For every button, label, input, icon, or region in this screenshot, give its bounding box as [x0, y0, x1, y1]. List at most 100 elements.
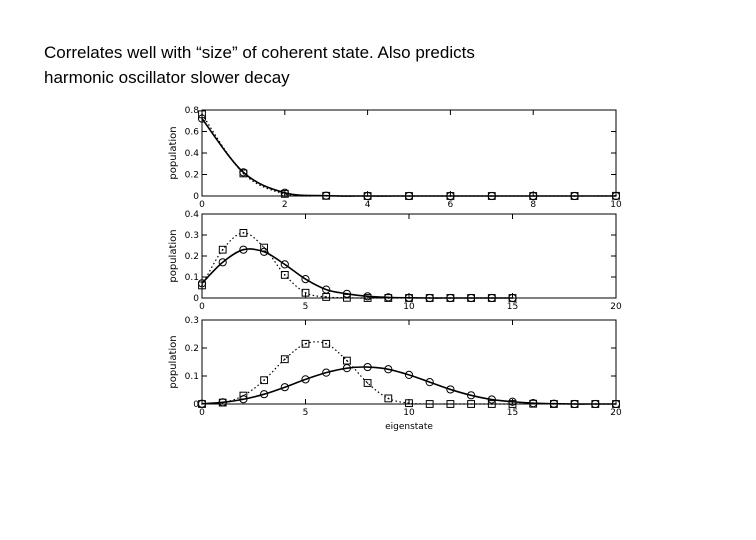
- y-tick-label: 0.4: [185, 210, 200, 220]
- data-point-square: [508, 294, 517, 302]
- data-point-square-dot: [449, 195, 452, 197]
- data-point-square-dot: [615, 194, 617, 197]
- data-point-square: [529, 192, 538, 200]
- data-point-square-dot: [428, 297, 431, 299]
- data-point-square-dot: [491, 403, 493, 405]
- y-tick-label: 0: [193, 400, 199, 410]
- data-point-square: [425, 400, 434, 408]
- data-point-circle: [467, 391, 476, 400]
- y-tick-label: 0.4: [185, 149, 200, 159]
- data-point-circle: [322, 368, 331, 377]
- x-tick-label: 8: [530, 200, 536, 210]
- plot-frame: [201, 109, 617, 197]
- y-tick-label: 0.1: [185, 372, 199, 382]
- data-point-square: [239, 169, 248, 178]
- data-point-square-dot: [346, 359, 348, 362]
- data-point-square-dot: [242, 172, 245, 175]
- series-solid-line: [201, 366, 616, 405]
- x-tick-label: 10: [610, 200, 622, 210]
- y-axis-label: population: [168, 335, 179, 388]
- x-tick-label: 10: [403, 302, 415, 312]
- data-point-square: [280, 355, 289, 364]
- data-point-square-dot: [532, 402, 534, 405]
- data-point-square-dot: [304, 291, 307, 294]
- x-tick-label: 5: [303, 302, 309, 312]
- data-point-square: [198, 400, 206, 408]
- data-point-square: [570, 192, 579, 200]
- data-point-square: [343, 356, 351, 365]
- data-point-square-dot: [491, 297, 493, 299]
- data-point-square-dot: [201, 284, 203, 287]
- series-dotted-line: [201, 113, 617, 197]
- y-tick-label: 0: [193, 294, 199, 304]
- y-tick-label: 0.3: [185, 231, 199, 241]
- y-tick-label: 0: [193, 192, 199, 202]
- data-point-square-dot: [221, 248, 224, 251]
- data-point-square: [405, 294, 413, 302]
- data-point-square-dot: [284, 193, 286, 195]
- panel-1: 0 2 4 6 8 10 0 0.2 0.4 0.6 0.8 population: [168, 106, 622, 210]
- data-point-square-dot: [428, 403, 431, 405]
- data-point-circle: [363, 362, 372, 372]
- data-point-square: [487, 294, 496, 302]
- data-point-square-dot: [511, 403, 514, 405]
- data-point-circle: [218, 258, 227, 267]
- series-solid-line: [201, 118, 616, 197]
- series-dotted-line: [201, 232, 513, 299]
- data-point-square: [239, 229, 248, 237]
- x-tick-label: 20: [610, 302, 622, 312]
- data-point-square-dot: [242, 394, 245, 397]
- data-point-square-dot: [284, 358, 286, 361]
- data-point-square: [198, 110, 206, 119]
- data-point-square: [363, 294, 372, 302]
- data-point-square: [384, 294, 393, 302]
- data-point-square: [260, 243, 268, 252]
- data-point-square-dot: [201, 403, 203, 405]
- data-point-square-dot: [470, 297, 472, 299]
- data-point-square: [425, 294, 434, 302]
- data-point-square-dot: [573, 403, 576, 405]
- data-point-square: [301, 288, 310, 297]
- y-tick-label: 0.3: [185, 316, 199, 326]
- x-tick-label: 0: [199, 200, 205, 210]
- caption-line-1: Correlates well with “size” of coherent …: [44, 43, 475, 62]
- data-point-square: [446, 192, 455, 200]
- x-tick-label: 0: [199, 302, 205, 312]
- x-tick-label: 10: [403, 408, 415, 418]
- x-tick-label: 2: [282, 200, 288, 210]
- data-point-square: [218, 398, 227, 407]
- y-tick-label: 0.1: [185, 273, 199, 283]
- data-point-square-dot: [366, 297, 369, 299]
- data-point-square-dot: [325, 194, 327, 197]
- data-point-square-dot: [201, 113, 203, 116]
- data-point-square-dot: [304, 343, 307, 345]
- slide-caption: Correlates well with “size” of coherent …: [44, 40, 684, 90]
- data-point-square-dot: [387, 397, 390, 400]
- data-point-square: [612, 400, 620, 408]
- data-point-square: [301, 339, 310, 348]
- data-point-circle: [446, 385, 455, 394]
- data-point-square: [529, 399, 538, 408]
- data-point-circle: [260, 390, 269, 399]
- data-point-square-dot: [325, 296, 327, 298]
- x-tick-label: 6: [448, 200, 454, 210]
- y-axis-label: population: [168, 229, 179, 282]
- data-point-square: [591, 400, 600, 408]
- x-tick-label: 15: [507, 302, 518, 312]
- data-point-square: [363, 379, 372, 387]
- data-point-circle: [301, 375, 310, 384]
- panel-3: 0 5 10 15 20 0 0.1 0.2 0.3 population eigenstate: [168, 316, 622, 432]
- data-point-square-dot: [615, 403, 617, 405]
- x-tick-label: 20: [610, 408, 622, 418]
- data-point-square: [280, 189, 289, 198]
- data-point-square-dot: [449, 403, 452, 405]
- data-point-square-dot: [573, 195, 576, 197]
- y-tick-label: 0.8: [185, 106, 200, 116]
- plot-frame: [201, 213, 617, 299]
- data-point-square: [446, 294, 455, 302]
- series-solid-line: [201, 248, 513, 299]
- data-point-square-dot: [553, 403, 555, 405]
- data-point-square-dot: [366, 195, 369, 197]
- data-point-square: [322, 191, 331, 200]
- data-point-circle: [384, 365, 393, 374]
